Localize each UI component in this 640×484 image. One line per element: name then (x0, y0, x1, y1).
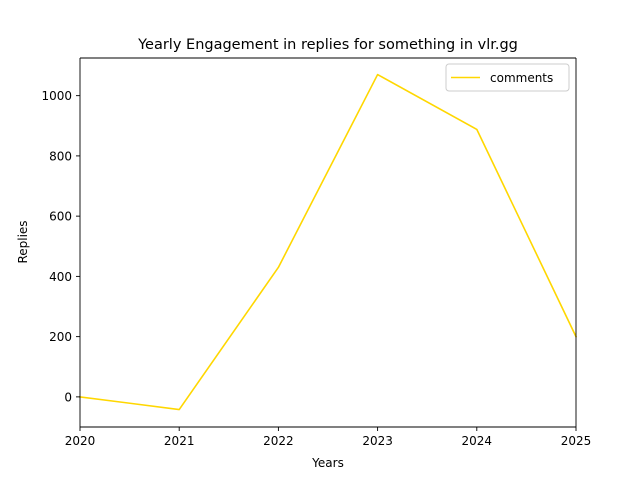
axes-frame (79, 57, 577, 428)
legend: comments (445, 63, 570, 92)
x-tick-label: 2025 (561, 434, 592, 448)
y-tick-label: 400 (49, 270, 72, 284)
x-tick-label: 2020 (65, 434, 96, 448)
legend-box (445, 63, 570, 92)
x-tick-label: 2021 (164, 434, 195, 448)
y-axis-label: Replies (16, 220, 30, 263)
series-line-0 (79, 73, 578, 411)
chart-title: Yearly Engagement in replies for somethi… (137, 37, 518, 53)
y-tick-label: 0 (64, 390, 72, 404)
y-tick-label: 600 (49, 210, 72, 224)
x-tick-label: 2024 (462, 434, 493, 448)
y-tick-label: 800 (49, 149, 72, 163)
x-axis-label: Years (311, 456, 344, 470)
y-tick-label: 200 (49, 330, 72, 344)
y-axis-ticks: 0 200 400 600 800 1000 (41, 89, 80, 404)
x-axis-ticks: 2020 2021 2022 2023 2024 2025 (65, 427, 592, 448)
plot-series (79, 73, 578, 411)
x-tick-label: 2023 (362, 434, 393, 448)
y-tick-label: 1000 (41, 89, 72, 103)
x-tick-label: 2022 (263, 434, 294, 448)
legend-label: comments (490, 71, 553, 85)
